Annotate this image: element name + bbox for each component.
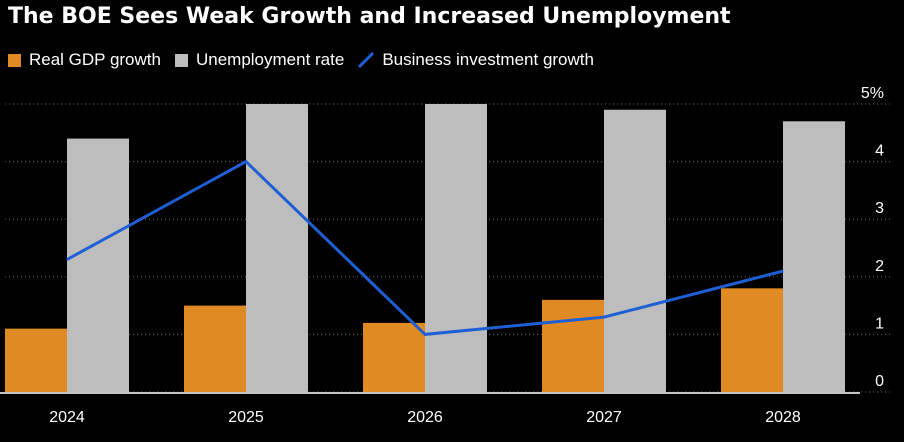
y-tick-label: 3: [875, 200, 884, 217]
bar-gdp-2024: [5, 328, 67, 392]
legend-label-unemployment: Unemployment rate: [195, 50, 345, 69]
legend-item-unemployment: Unemployment rate: [174, 50, 345, 70]
point-investment-2026: [424, 333, 426, 335]
y-tick-label: 4: [875, 143, 884, 160]
gdp-swatch-icon: [8, 53, 21, 67]
point-investment-2028: [782, 270, 784, 272]
y-tick-label: 2: [875, 258, 884, 275]
bar-gdp-2027: [542, 299, 604, 392]
x-tick-label: 2024: [49, 409, 85, 426]
y-tick-label: 5%: [861, 85, 884, 102]
y-tick-label: 0: [875, 373, 884, 390]
y-tick-label: 1: [875, 315, 884, 332]
point-investment-2024: [66, 259, 68, 261]
x-tick-label: 2027: [586, 409, 622, 426]
bar-unemployment-2027: [604, 109, 666, 392]
bar-gdp-2028: [721, 288, 783, 392]
x-tick-label: 2025: [228, 409, 264, 426]
bar-unemployment-2024: [67, 138, 129, 392]
chart-title: The BOE Sees Weak Growth and Increased U…: [8, 4, 731, 29]
bar-gdp-2025: [184, 305, 246, 392]
bar-unemployment-2026: [425, 104, 487, 392]
unemployment-swatch-icon: [174, 53, 188, 67]
x-tick-label: 2026: [407, 409, 443, 426]
legend-label-investment: Business investment growth: [382, 50, 594, 69]
investment-line-swatch-icon: [358, 52, 375, 68]
bar-gdp-2026: [363, 322, 425, 392]
legend-item-investment: Business investment growth: [358, 50, 594, 70]
point-investment-2027: [603, 316, 605, 318]
bar-unemployment-2025: [246, 104, 308, 392]
bar-unemployment-2028: [783, 121, 845, 392]
x-tick-label: 2028: [765, 409, 801, 426]
point-investment-2025: [245, 161, 247, 163]
legend-label-gdp: Real GDP growth: [29, 50, 161, 69]
legend-item-gdp: Real GDP growth: [8, 50, 161, 70]
legend: Real GDP growth Unemployment rate Busine…: [8, 50, 608, 70]
